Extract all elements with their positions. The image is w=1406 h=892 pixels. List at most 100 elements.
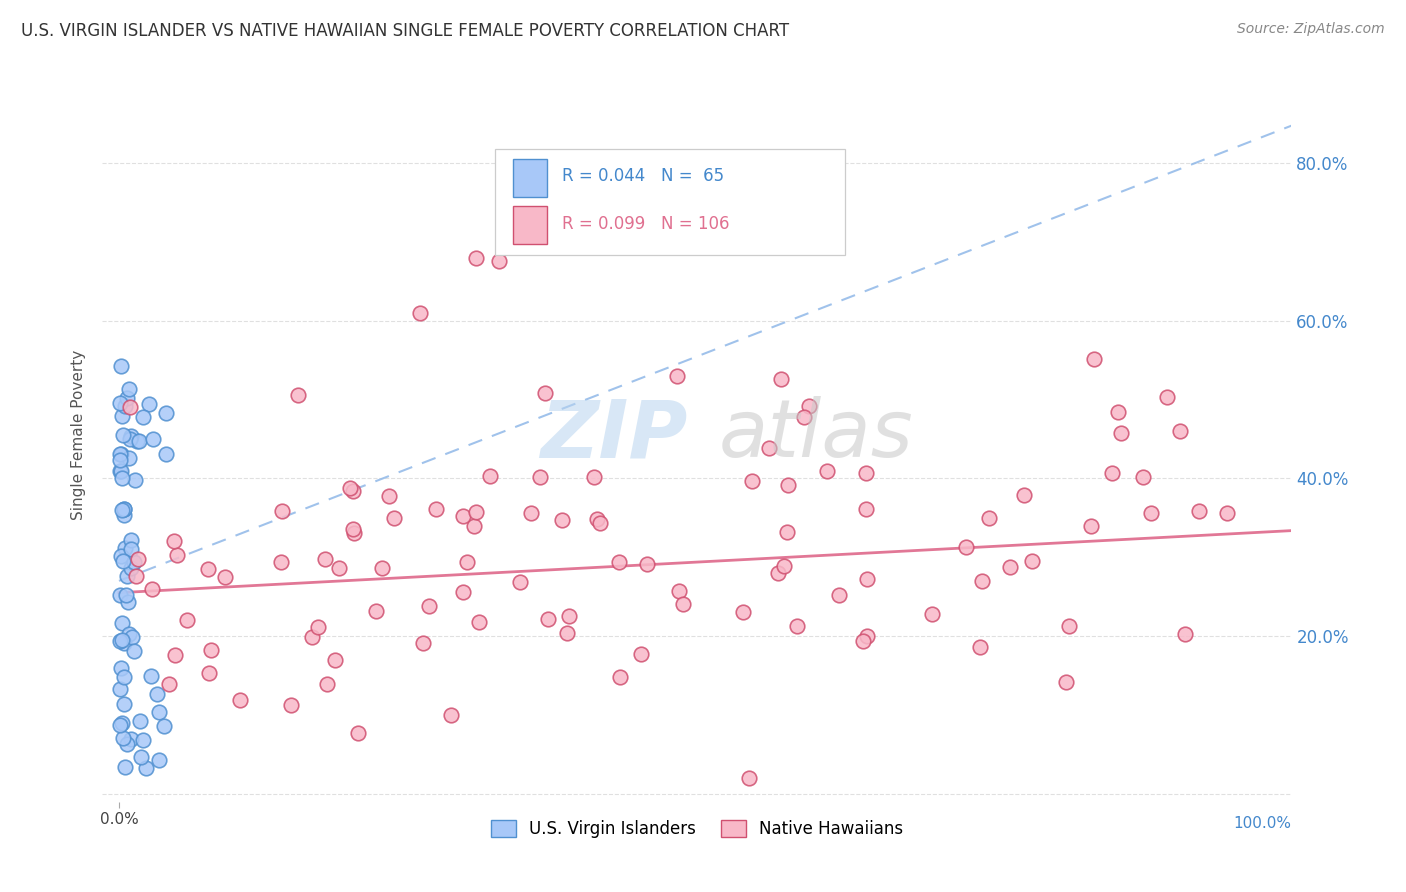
Point bbox=[979, 510, 1001, 524]
Point bbox=[114, 541, 136, 555]
Point bbox=[741, 475, 763, 489]
Point bbox=[118, 382, 141, 396]
Point bbox=[550, 513, 572, 527]
Point bbox=[115, 737, 138, 751]
Point bbox=[630, 647, 652, 661]
Point bbox=[972, 574, 994, 589]
Point bbox=[155, 447, 177, 461]
Point bbox=[117, 451, 139, 466]
Point bbox=[114, 400, 136, 414]
Point bbox=[1057, 619, 1080, 633]
Point bbox=[921, 607, 943, 622]
Point bbox=[124, 555, 146, 569]
Point bbox=[1109, 426, 1132, 441]
Point bbox=[465, 251, 488, 265]
Point bbox=[148, 706, 170, 720]
Point bbox=[384, 510, 406, 524]
Point bbox=[328, 561, 350, 575]
Point bbox=[425, 501, 447, 516]
Point bbox=[159, 677, 181, 691]
Point bbox=[111, 616, 134, 631]
Point bbox=[786, 619, 808, 633]
Point bbox=[609, 555, 631, 569]
Point bbox=[115, 569, 138, 583]
Point bbox=[115, 391, 138, 405]
Point bbox=[138, 397, 160, 411]
Point bbox=[773, 559, 796, 574]
Point bbox=[463, 518, 485, 533]
Point bbox=[478, 468, 501, 483]
Point bbox=[120, 401, 142, 415]
Point bbox=[609, 670, 631, 684]
Point bbox=[758, 441, 780, 455]
Point bbox=[307, 620, 329, 634]
Point bbox=[323, 653, 346, 667]
Point bbox=[229, 693, 252, 707]
Point bbox=[110, 634, 132, 648]
Point bbox=[125, 434, 148, 449]
Point bbox=[287, 388, 309, 402]
Text: Source: ZipAtlas.com: Source: ZipAtlas.com bbox=[1237, 22, 1385, 37]
Point bbox=[111, 715, 134, 730]
Point bbox=[108, 464, 131, 478]
FancyBboxPatch shape bbox=[513, 205, 547, 244]
Text: atlas: atlas bbox=[718, 396, 912, 474]
Point bbox=[509, 574, 531, 589]
Point bbox=[127, 552, 149, 566]
Point bbox=[731, 605, 754, 619]
Text: 100.0%: 100.0% bbox=[1233, 816, 1292, 830]
Point bbox=[111, 409, 134, 424]
Text: R = 0.099   N = 106: R = 0.099 N = 106 bbox=[562, 215, 730, 233]
Point bbox=[339, 481, 361, 495]
Point bbox=[125, 568, 148, 582]
Point bbox=[342, 483, 364, 498]
Point bbox=[111, 632, 134, 647]
Point bbox=[166, 548, 188, 562]
Point bbox=[1174, 627, 1197, 641]
Point bbox=[557, 609, 579, 624]
Point bbox=[110, 359, 132, 373]
Point bbox=[120, 541, 142, 556]
Point bbox=[1080, 519, 1102, 533]
Point bbox=[998, 559, 1021, 574]
Point bbox=[110, 661, 132, 675]
Point bbox=[108, 396, 131, 410]
Point bbox=[197, 666, 219, 681]
Point bbox=[117, 595, 139, 609]
Point bbox=[464, 505, 486, 519]
Point bbox=[776, 524, 799, 539]
Point bbox=[139, 669, 162, 683]
Point bbox=[214, 570, 236, 584]
Point bbox=[1107, 405, 1129, 419]
Point bbox=[122, 644, 145, 658]
Point bbox=[270, 555, 292, 569]
Point bbox=[153, 719, 176, 733]
Point bbox=[1188, 504, 1211, 518]
Point bbox=[776, 478, 799, 492]
Point bbox=[828, 588, 851, 602]
Point bbox=[636, 558, 658, 572]
Point bbox=[409, 306, 432, 320]
Point bbox=[142, 432, 165, 446]
Point bbox=[112, 427, 135, 442]
Point bbox=[301, 631, 323, 645]
Point bbox=[112, 635, 135, 649]
Point bbox=[738, 771, 761, 785]
Point bbox=[815, 465, 838, 479]
Point bbox=[955, 540, 977, 554]
Point bbox=[585, 511, 607, 525]
Point bbox=[155, 406, 177, 420]
Point bbox=[141, 582, 163, 596]
Point bbox=[118, 627, 141, 641]
Point bbox=[108, 588, 131, 602]
Point bbox=[488, 254, 510, 268]
Point bbox=[451, 508, 474, 523]
Point bbox=[582, 470, 605, 484]
Point bbox=[114, 588, 136, 602]
Point bbox=[112, 670, 135, 684]
Point bbox=[1101, 467, 1123, 481]
Point bbox=[855, 573, 877, 587]
Point bbox=[110, 549, 132, 563]
Point bbox=[120, 732, 142, 747]
Point bbox=[855, 502, 877, 516]
